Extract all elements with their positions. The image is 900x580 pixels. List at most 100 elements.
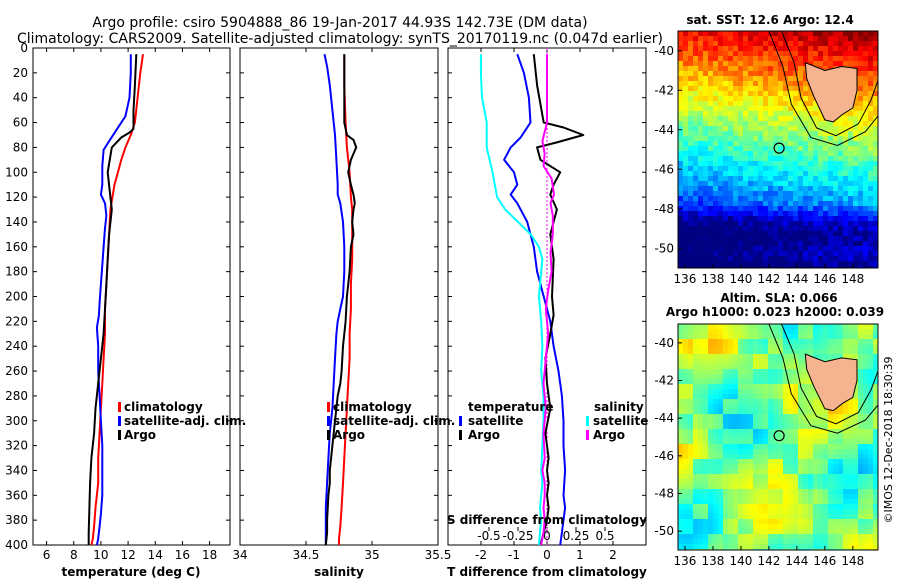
map-cell bbox=[863, 206, 868, 211]
map-cell bbox=[708, 91, 713, 96]
map-cell bbox=[833, 211, 838, 216]
map-cell bbox=[678, 524, 683, 529]
map-cell bbox=[848, 429, 853, 434]
map-cell bbox=[688, 31, 693, 36]
map-cell bbox=[718, 329, 723, 334]
map-cell bbox=[828, 524, 833, 529]
map-cell bbox=[703, 56, 708, 61]
map-cell bbox=[858, 444, 863, 449]
map-cell bbox=[858, 389, 863, 394]
map-cell bbox=[728, 504, 733, 509]
map-cell bbox=[838, 251, 843, 256]
map-cell bbox=[713, 539, 718, 544]
map-cell bbox=[698, 251, 703, 256]
map-cell bbox=[743, 191, 748, 196]
map-cell bbox=[733, 454, 738, 459]
map-y-tick-label: -40 bbox=[654, 336, 674, 350]
map-cell bbox=[818, 334, 823, 339]
map-cell bbox=[838, 404, 843, 409]
map-cell bbox=[703, 86, 708, 91]
map-cell bbox=[708, 434, 713, 439]
map-cell bbox=[698, 354, 703, 359]
map-cell bbox=[698, 131, 703, 136]
map-x-tick-label: 148 bbox=[841, 554, 864, 568]
map-cell bbox=[703, 429, 708, 434]
legend-label-climatology: climatology bbox=[333, 400, 412, 414]
map-cell bbox=[808, 534, 813, 539]
map-cell bbox=[698, 404, 703, 409]
map-cell bbox=[718, 344, 723, 349]
map-cell bbox=[858, 424, 863, 429]
map-cell bbox=[718, 389, 723, 394]
map-cell bbox=[763, 494, 768, 499]
map-cell bbox=[723, 251, 728, 256]
map-cell bbox=[758, 36, 763, 41]
map-cell bbox=[858, 494, 863, 499]
map-cell bbox=[793, 414, 798, 419]
map-cell bbox=[873, 231, 878, 236]
map-cell bbox=[768, 266, 773, 268]
map-cell bbox=[763, 216, 768, 221]
depth-tick-label: 60 bbox=[13, 116, 28, 130]
map-cell bbox=[848, 226, 853, 231]
map-cell bbox=[868, 61, 873, 66]
map-cell bbox=[803, 131, 808, 136]
map-cell bbox=[788, 191, 793, 196]
map-cell bbox=[683, 131, 688, 136]
map-cell bbox=[873, 151, 878, 156]
map-cell bbox=[768, 236, 773, 241]
map-cell bbox=[803, 266, 808, 268]
map-cell bbox=[693, 479, 698, 484]
map-cell bbox=[753, 241, 758, 246]
map-cell bbox=[728, 166, 733, 171]
map-cell bbox=[843, 429, 848, 434]
map-cell bbox=[763, 479, 768, 484]
map-cell bbox=[723, 106, 728, 111]
map-cell bbox=[758, 136, 763, 141]
map-cell bbox=[708, 374, 713, 379]
map-cell bbox=[843, 324, 848, 329]
map-cell bbox=[788, 349, 793, 354]
map-cell bbox=[763, 36, 768, 41]
map-cell bbox=[868, 379, 873, 384]
map-cell bbox=[693, 499, 698, 504]
map-cell bbox=[808, 51, 813, 56]
map-cell bbox=[873, 56, 878, 61]
map-cell bbox=[863, 161, 868, 166]
map-cell bbox=[683, 464, 688, 469]
map-cell bbox=[748, 146, 753, 151]
map-cell bbox=[793, 394, 798, 399]
map-cell bbox=[793, 236, 798, 241]
map-cell bbox=[733, 524, 738, 529]
map-cell bbox=[858, 439, 863, 444]
map-cell bbox=[788, 484, 793, 489]
map-cell bbox=[708, 504, 713, 509]
map-cell bbox=[773, 146, 778, 151]
map-cell bbox=[768, 136, 773, 141]
map-cell bbox=[768, 96, 773, 101]
map-cell bbox=[683, 181, 688, 186]
map-cell bbox=[753, 409, 758, 414]
map-cell bbox=[808, 429, 813, 434]
map-cell bbox=[873, 196, 878, 201]
map-cell bbox=[863, 324, 868, 329]
map-cell bbox=[763, 399, 768, 404]
map-cell bbox=[708, 126, 713, 131]
map-cell bbox=[683, 106, 688, 111]
map-cell bbox=[873, 514, 878, 519]
map-cell bbox=[848, 459, 853, 464]
map-cell bbox=[748, 504, 753, 509]
map-cell bbox=[753, 424, 758, 429]
map-cell bbox=[808, 221, 813, 226]
map-cell bbox=[763, 439, 768, 444]
map-cell bbox=[788, 251, 793, 256]
map-cell bbox=[823, 434, 828, 439]
map-cell bbox=[788, 131, 793, 136]
map-cell bbox=[718, 414, 723, 419]
map-cell bbox=[863, 221, 868, 226]
map-cell bbox=[723, 489, 728, 494]
map-cell bbox=[753, 404, 758, 409]
map-cell bbox=[718, 31, 723, 36]
map-cell bbox=[678, 186, 683, 191]
map-cell bbox=[853, 251, 858, 256]
